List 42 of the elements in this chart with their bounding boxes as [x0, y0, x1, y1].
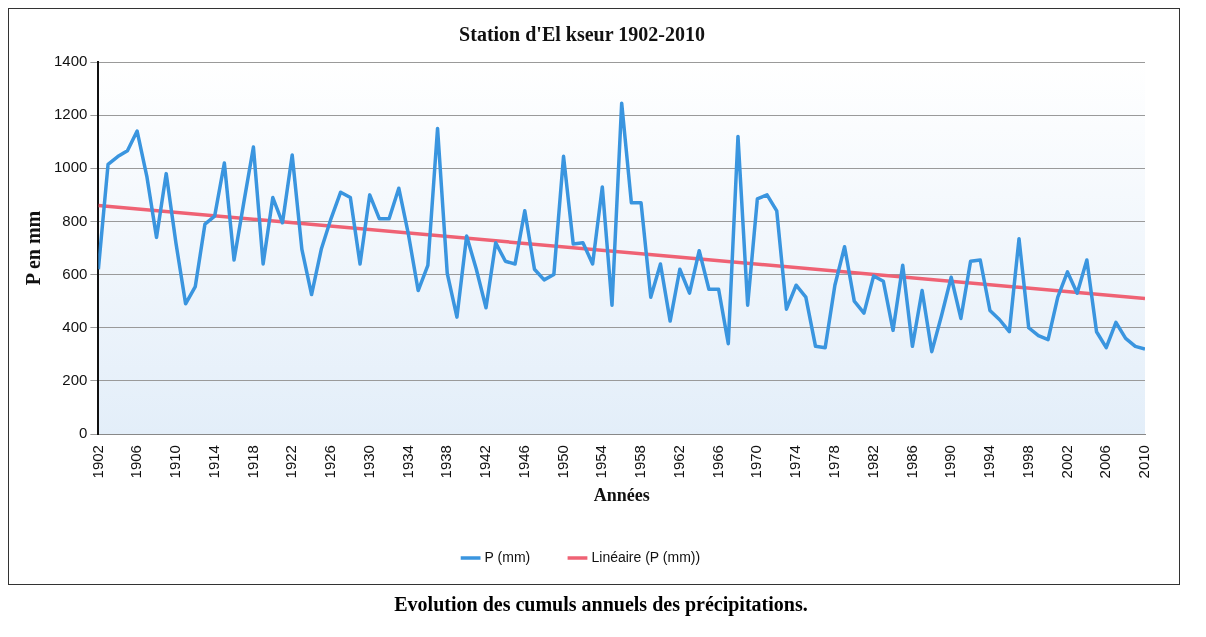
y-tick-label: 1400	[53, 52, 88, 70]
x-tick-label: 1942	[476, 445, 494, 479]
x-tick-label: 1986	[902, 445, 920, 479]
legend-label: Linéaire (P (mm))	[591, 548, 701, 565]
y-axis-title: P en mm	[22, 210, 45, 286]
x-tick-label: 1946	[514, 445, 532, 479]
y-tick-label: 1000	[53, 158, 88, 176]
x-tick-label: 1914	[204, 445, 222, 479]
chart-title: Station d'El kseur 1902-2010	[459, 23, 705, 46]
x-tick-label: 1930	[359, 445, 377, 479]
x-tick-label: 1902	[88, 445, 106, 479]
y-tick-label: 400	[62, 317, 88, 335]
y-tick-label: 600	[62, 264, 88, 282]
x-tick-label: 1962	[669, 445, 687, 479]
x-tick-label: 1922	[282, 445, 300, 479]
x-tick-label: 1910	[166, 445, 184, 479]
y-tick-label: 200	[62, 371, 88, 389]
legend-label: P (mm)	[484, 548, 531, 565]
x-tick-label: 2010	[1135, 445, 1153, 479]
x-tick-label: 1970	[747, 445, 765, 479]
x-tick-label: 1954	[592, 445, 610, 479]
x-tick-label: 2006	[1096, 445, 1114, 479]
y-tick-label: 0	[79, 424, 88, 442]
y-tick-label: 1200	[53, 105, 88, 123]
x-tick-label: 1926	[321, 445, 339, 479]
y-tick-label: 800	[62, 211, 88, 229]
x-tick-label: 1978	[825, 445, 843, 479]
x-tick-label: 1998	[1018, 445, 1036, 479]
x-tick-label: 1906	[127, 445, 145, 479]
x-tick-label: 1934	[398, 445, 416, 479]
x-tick-label: 2002	[1057, 445, 1075, 479]
x-tick-label: 1990	[941, 445, 959, 479]
x-tick-label: 1994	[980, 445, 998, 479]
x-tick-label: 1958	[631, 445, 649, 479]
x-tick-label: 1950	[553, 445, 571, 479]
x-tick-label: 1974	[786, 445, 804, 479]
x-tick-label: 1938	[437, 445, 455, 479]
x-tick-label: 1966	[708, 445, 726, 479]
x-axis-title: Années	[593, 484, 650, 505]
text: Evolution des cumuls annuels des précipitations.	[393, 593, 809, 616]
x-tick-label: 1982	[863, 445, 881, 479]
x-tick-label: 1918	[243, 445, 261, 479]
